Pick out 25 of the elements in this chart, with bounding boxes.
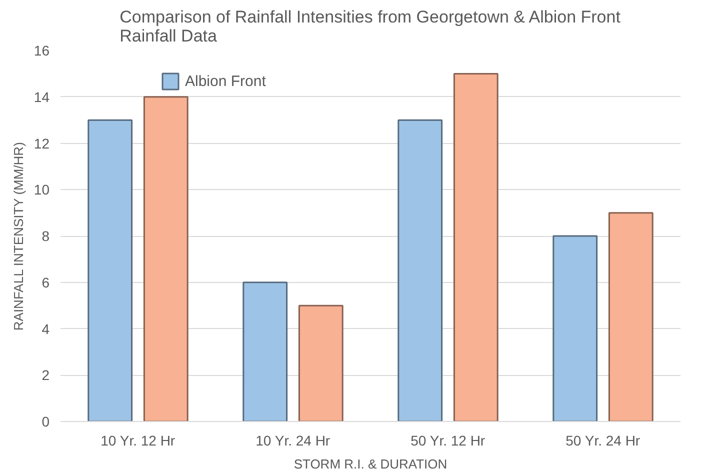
bar [608,212,654,422]
y-tick-label: 12 [34,135,50,152]
x-tick-label: 50 Yr. 12 Hr [410,432,486,448]
y-axis-title: RAINFALL INTENSITY (MM/HR) [10,142,26,331]
bar [242,282,288,422]
legend-label: Albion Front [185,72,266,90]
chart-title: Comparison of Rainfall Intensities from Georgetown & Albion Front Rainfall Data [120,8,621,46]
y-tick-label: 14 [34,88,50,105]
y-tick-label: 6 [42,274,50,290]
y-tick-label: 16 [34,42,50,58]
y-tick-label: 0 [42,414,50,430]
y-tick-label: 10 [34,182,50,198]
x-tick-label: 50 Yr. 24 Hr [566,432,640,448]
bar [88,119,133,422]
x-tick-label: 10 Yr. 12 Hr [100,432,176,448]
bar [143,96,188,422]
bar [298,304,344,422]
x-axis-title: STORM R.I. & DURATION [294,456,448,472]
bar [398,119,443,422]
y-tick-label: 4 [42,320,50,337]
y-tick-label: 2 [42,367,50,384]
bar [453,72,498,422]
y-tick-label: 8 [42,228,50,244]
bar [552,235,598,422]
x-tick-label: 10 Yr. 24 Hr [256,432,330,448]
